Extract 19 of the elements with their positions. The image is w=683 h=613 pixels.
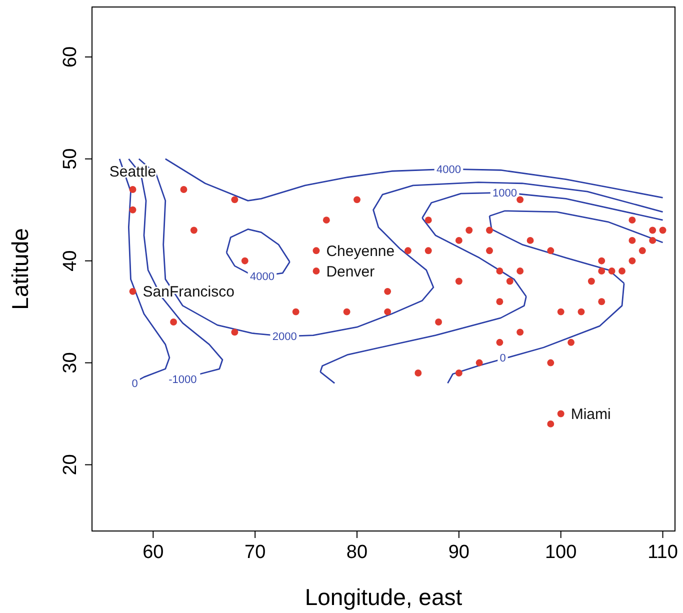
annotation: Cheyenne [326,242,395,260]
x-tick-label: 100 [544,542,577,563]
y-axis-title: Latitude [7,228,33,310]
x-tick-label: 70 [244,542,266,563]
annotation: -1000 [168,374,197,386]
annotation: Denver [326,263,375,280]
annotation: 0 [132,378,138,390]
x-tick-label: 90 [448,542,470,563]
y-tick-label: 60 [60,46,81,68]
y-tick-label: 20 [60,454,81,476]
x-tick-label: 110 [648,542,678,563]
x-tick-label: 80 [346,542,368,563]
y-tick-label: 40 [60,250,81,272]
annotation: 0 [500,352,506,365]
y-tick-label: 50 [60,148,81,170]
annotation: Miami [570,406,611,424]
x-tick-label: 60 [142,542,164,563]
x-axis-title: Longitude, east [304,584,463,610]
y-tick-label: 30 [60,352,81,374]
